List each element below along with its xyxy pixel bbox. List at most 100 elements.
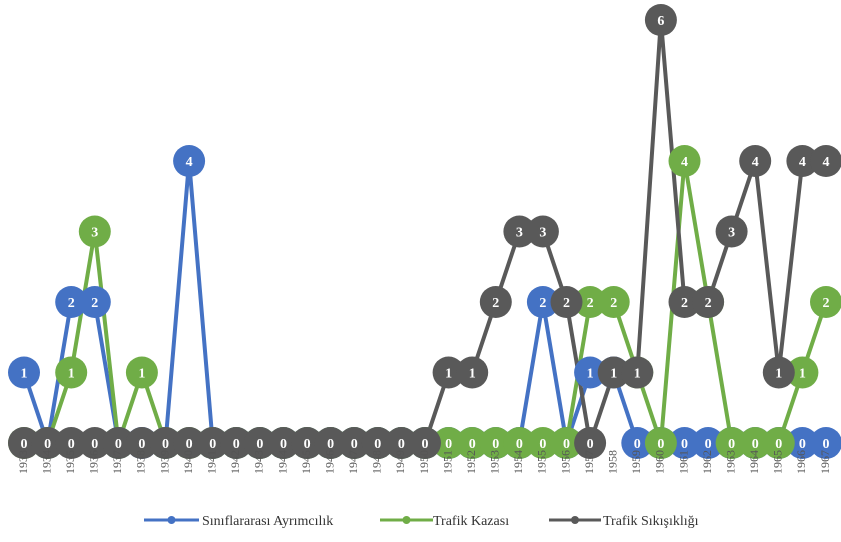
data-label: 0	[138, 437, 145, 452]
data-marker	[267, 427, 300, 459]
data-point: 1	[786, 356, 819, 389]
data-label: 3	[91, 226, 98, 241]
data-label: 0	[44, 437, 51, 452]
data-label: 0	[705, 437, 712, 452]
data-point: 2	[78, 286, 111, 318]
data-marker	[574, 286, 607, 318]
x-tick-label: 1957	[582, 450, 596, 474]
data-point: 0	[173, 427, 206, 459]
data-point: 1	[8, 356, 40, 389]
data-point: 0	[243, 427, 276, 459]
data-marker	[55, 356, 88, 389]
data-label: 0	[68, 437, 75, 452]
data-marker	[692, 427, 725, 459]
data-label: 1	[775, 367, 782, 382]
data-label: 0	[728, 437, 735, 452]
x-tick-label: 1939	[157, 450, 171, 474]
data-label: 2	[823, 296, 830, 311]
data-marker	[125, 356, 158, 389]
x-tick-label: 1956	[558, 450, 572, 474]
data-label: 2	[563, 296, 570, 311]
x-tick-label: 1948	[370, 450, 384, 474]
data-marker	[786, 356, 819, 389]
x-tick-label: 1963	[723, 450, 737, 474]
data-marker	[479, 286, 512, 318]
data-label: 0	[516, 437, 523, 452]
x-tick-label: 1960	[653, 450, 667, 474]
data-point: 0	[55, 427, 88, 459]
legend-swatch-marker	[402, 516, 411, 524]
data-marker	[125, 427, 158, 459]
data-label: 1	[68, 367, 75, 382]
data-marker	[574, 356, 607, 389]
x-tick-label: 1962	[700, 450, 714, 474]
data-marker	[621, 356, 654, 389]
data-point: 1	[55, 356, 88, 389]
data-label: 0	[587, 437, 594, 452]
data-label: 2	[539, 296, 546, 311]
data-marker	[409, 427, 441, 459]
data-marker	[173, 427, 206, 459]
data-point: 0	[574, 427, 607, 459]
data-marker	[314, 427, 347, 459]
data-point: 0	[361, 427, 394, 459]
data-label: 0	[445, 437, 452, 452]
data-point: 1	[621, 356, 654, 389]
data-point: 0	[621, 427, 654, 459]
data-point: 0	[762, 427, 795, 459]
data-label: 4	[799, 155, 806, 170]
data-point: 0	[479, 427, 512, 459]
data-marker	[8, 356, 40, 389]
data-marker	[432, 356, 465, 389]
data-point: 0	[102, 427, 135, 459]
data-marker	[432, 427, 465, 459]
data-label: 0	[469, 437, 476, 452]
data-label: 0	[752, 437, 759, 452]
data-point: 4	[173, 145, 206, 177]
data-point: 0	[338, 427, 371, 459]
data-label: 4	[186, 155, 193, 170]
x-tick-label: 1941	[204, 450, 218, 474]
x-tick-label: 1953	[488, 450, 502, 474]
data-point: 0	[31, 427, 64, 459]
data-label: 0	[209, 437, 216, 452]
data-label: 1	[587, 367, 594, 382]
data-marker	[479, 427, 512, 459]
data-marker	[456, 356, 489, 389]
data-point: 1	[125, 356, 158, 389]
data-marker	[574, 427, 607, 459]
data-marker	[597, 286, 630, 318]
data-point: 1	[456, 356, 489, 389]
data-marker	[8, 427, 40, 459]
data-point: 2	[55, 286, 88, 318]
data-marker	[78, 215, 111, 248]
data-label: 1	[634, 367, 641, 382]
data-point: 0	[432, 427, 465, 459]
data-point: 0	[715, 427, 748, 459]
x-tick-label: 1965	[771, 450, 785, 474]
legend-label: Trafik Sıkışıklığı	[603, 514, 699, 529]
legend-item: Trafik Kazası	[380, 514, 509, 529]
data-marker	[503, 427, 536, 459]
data-label: 1	[469, 367, 476, 382]
data-label: 2	[91, 296, 98, 311]
data-marker	[78, 286, 111, 318]
x-tick-label: 1933	[16, 450, 30, 474]
data-label: 6	[657, 14, 664, 29]
data-label: 0	[280, 437, 287, 452]
data-label: 0	[91, 437, 98, 452]
data-marker	[715, 215, 748, 248]
data-point: 0	[550, 427, 583, 459]
data-point: 1	[432, 356, 465, 389]
data-point: 0	[668, 427, 701, 459]
data-label: 2	[68, 296, 75, 311]
data-marker	[291, 427, 324, 459]
data-label: 1	[799, 367, 806, 382]
x-tick-label: 1940	[181, 450, 195, 474]
data-point: 0	[409, 427, 441, 459]
data-point: 4	[739, 145, 772, 177]
data-marker	[644, 427, 677, 459]
data-point: 6	[644, 4, 677, 36]
